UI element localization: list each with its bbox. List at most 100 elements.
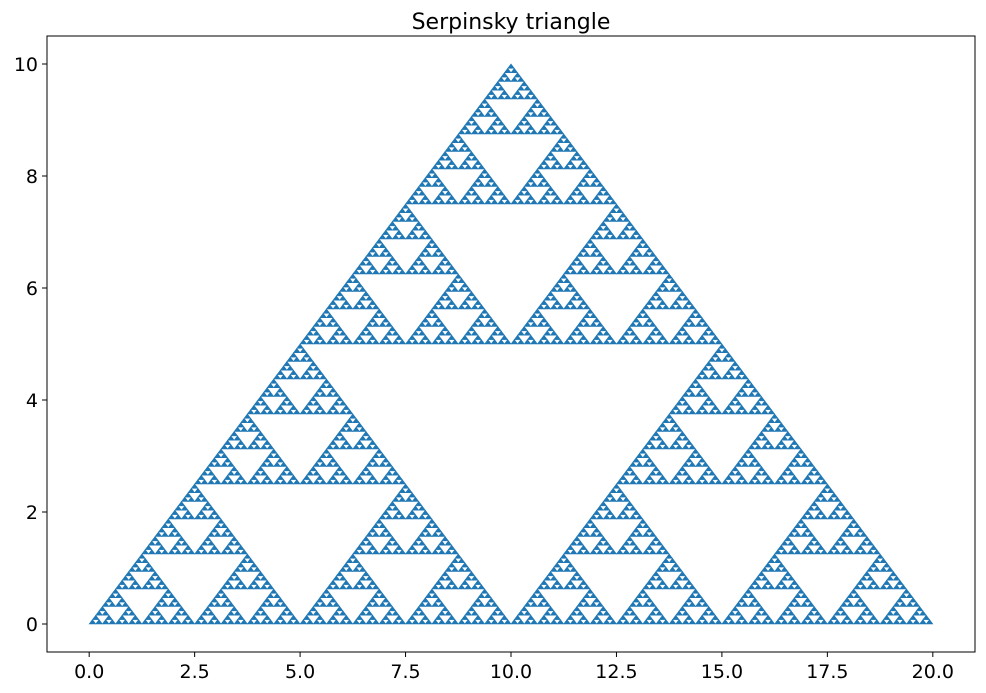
sierpinski-cell	[632, 264, 641, 270]
sierpinski-cell	[497, 330, 506, 336]
sierpinski-cell	[635, 242, 644, 249]
sierpinski-cell	[147, 549, 156, 555]
sierpinski-cell	[899, 619, 908, 625]
sierpinski-cell	[701, 461, 710, 467]
sierpinski-cell	[398, 207, 407, 214]
sierpinski-cell	[174, 531, 183, 537]
sierpinski-cell	[154, 610, 163, 616]
sierpinski-cell	[793, 601, 802, 607]
sierpinski-cell	[635, 452, 644, 459]
sierpinski-cell	[886, 584, 894, 590]
sierpinski-cell	[424, 181, 433, 187]
sierpinski-cell	[444, 260, 453, 266]
sierpinski-cell	[243, 413, 252, 419]
sierpinski-cell	[599, 326, 608, 332]
sierpinski-cell	[365, 584, 374, 590]
sierpinski-cell	[388, 221, 397, 227]
sierpinski-cell	[629, 505, 637, 511]
sierpinski-cell	[431, 339, 440, 345]
sierpinski-cell	[523, 120, 532, 126]
sierpinski-cell	[329, 299, 337, 305]
sierpinski-cell	[339, 566, 347, 572]
sierpinski-cell	[754, 584, 763, 590]
sierpinski-cell	[833, 549, 842, 555]
sierpinski-cell	[622, 216, 631, 222]
sierpinski-cell	[592, 194, 601, 200]
sierpinski-cell	[151, 536, 159, 542]
sierpinski-cell	[490, 619, 499, 625]
sierpinski-cell	[437, 575, 446, 581]
sierpinski-cell	[174, 610, 183, 616]
sierpinski-cell	[421, 247, 430, 253]
sierpinski-cell	[447, 142, 456, 148]
sierpinski-cell	[793, 444, 802, 450]
sierpinski-cell	[230, 466, 239, 472]
sierpinski-cell	[292, 409, 301, 415]
sierpinski-cell	[576, 251, 585, 257]
sierpinski-cell	[734, 409, 743, 415]
sierpinski-cell	[701, 619, 710, 625]
sierpinski-cell	[741, 452, 749, 459]
sierpinski-cell	[279, 391, 288, 397]
sierpinski-cell	[154, 575, 163, 581]
sierpinski-cell	[266, 601, 275, 607]
sierpinski-cell	[194, 496, 202, 502]
sierpinski-cell	[388, 606, 397, 612]
sierpinski-cell	[671, 579, 680, 585]
sierpinski-cell	[348, 273, 357, 279]
sierpinski-cell	[477, 619, 486, 625]
sierpinski-cell	[882, 579, 891, 585]
sierpinski-cell	[428, 308, 436, 314]
sierpinski-cell	[220, 444, 229, 450]
sierpinski-cell	[371, 479, 380, 485]
sierpinski-cell	[533, 98, 542, 104]
sierpinski-cell	[421, 614, 430, 620]
sierpinski-cell	[615, 619, 624, 625]
sierpinski-cell	[391, 470, 400, 476]
sierpinski-cell	[642, 619, 651, 625]
sierpinski-cell	[431, 164, 440, 170]
sierpinski-cell	[678, 571, 687, 577]
sierpinski-cell	[741, 619, 749, 625]
sierpinski-cell	[339, 304, 347, 310]
sierpinski-cell	[194, 479, 202, 485]
sierpinski-cell	[309, 396, 318, 402]
sierpinski-cell	[602, 234, 611, 240]
sierpinski-cell	[602, 225, 611, 231]
sierpinski-cell	[839, 514, 848, 520]
sierpinski-cell	[223, 457, 232, 463]
sierpinski-cell	[424, 619, 433, 625]
sierpinski-cell	[599, 501, 608, 507]
sierpinski-cell	[810, 536, 819, 542]
sierpinski-cell	[322, 448, 331, 454]
sierpinski-cell	[629, 619, 637, 625]
sierpinski-cell	[210, 527, 219, 533]
sierpinski-cell	[213, 522, 222, 529]
sierpinski-cell	[355, 334, 364, 340]
sierpinski-cell	[806, 601, 815, 607]
sierpinski-cell	[655, 610, 664, 616]
sierpinski-cell	[675, 566, 683, 572]
sierpinski-cell	[404, 487, 413, 494]
sierpinski-cell	[658, 299, 667, 305]
sierpinski-cell	[437, 321, 446, 327]
sierpinski-cell	[371, 619, 380, 625]
sierpinski-cell	[642, 549, 651, 555]
sierpinski-cell	[549, 295, 558, 301]
sierpinski-cell	[474, 334, 482, 340]
sierpinski-cell	[457, 129, 466, 135]
sierpinski-cell	[658, 562, 667, 568]
sierpinski-cell	[200, 610, 209, 616]
sierpinski-cell	[213, 479, 222, 485]
sierpinski-cell	[589, 619, 598, 625]
sierpinski-cell	[869, 544, 878, 550]
sierpinski-cell	[187, 514, 196, 520]
sierpinski-cell	[444, 330, 453, 336]
sierpinski-cell	[569, 549, 578, 555]
sierpinski-cell	[292, 356, 301, 362]
sierpinski-cell	[711, 334, 720, 340]
sierpinski-cell	[332, 610, 341, 616]
sierpinski-cell	[668, 584, 677, 590]
sierpinski-cell	[368, 474, 377, 480]
sierpinski-cell	[668, 339, 677, 345]
